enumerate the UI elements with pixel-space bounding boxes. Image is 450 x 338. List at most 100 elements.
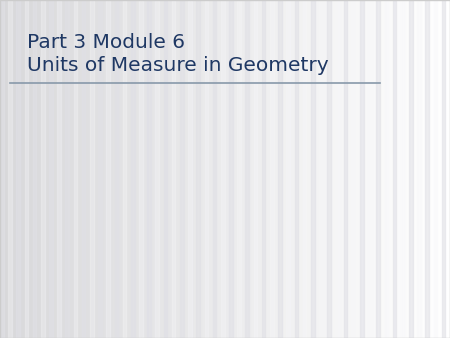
Bar <box>409 0 413 338</box>
Bar <box>248 0 252 338</box>
Bar <box>99 0 104 338</box>
Bar <box>385 0 388 338</box>
Bar <box>333 0 338 338</box>
Bar <box>360 0 364 338</box>
Bar <box>229 0 233 338</box>
Bar <box>320 0 324 338</box>
Bar <box>238 0 243 338</box>
Bar <box>36 0 40 338</box>
Bar <box>338 0 342 338</box>
Bar <box>303 0 306 338</box>
Bar <box>130 0 135 338</box>
Bar <box>68 0 72 338</box>
Bar <box>302 0 306 338</box>
Text: Part 3 Module 6: Part 3 Module 6 <box>27 33 185 52</box>
Bar <box>335 0 339 338</box>
Bar <box>148 0 153 338</box>
Bar <box>176 0 180 338</box>
Bar <box>414 0 418 338</box>
Bar <box>65 0 69 338</box>
Bar <box>245 0 249 338</box>
Bar <box>212 0 216 338</box>
Bar <box>319 0 323 338</box>
Bar <box>284 0 288 338</box>
Bar <box>122 0 126 338</box>
Bar <box>369 0 374 338</box>
Bar <box>425 0 429 338</box>
Bar <box>207 0 211 338</box>
Bar <box>0 0 4 338</box>
Bar <box>205 0 208 338</box>
Bar <box>123 0 126 338</box>
Bar <box>16 0 20 338</box>
Bar <box>90 0 94 338</box>
Bar <box>292 0 297 338</box>
Bar <box>180 0 184 338</box>
Bar <box>442 0 446 338</box>
Bar <box>237 0 241 338</box>
Bar <box>162 0 166 338</box>
Bar <box>108 0 112 338</box>
Bar <box>50 0 54 338</box>
Bar <box>58 0 63 338</box>
Bar <box>274 0 279 338</box>
Bar <box>396 0 400 338</box>
Bar <box>270 0 274 338</box>
Bar <box>306 0 310 338</box>
Bar <box>405 0 410 338</box>
Bar <box>153 0 157 338</box>
Bar <box>243 0 248 338</box>
Bar <box>196 0 200 338</box>
Bar <box>393 0 396 338</box>
Bar <box>392 0 396 338</box>
Bar <box>297 0 302 338</box>
Bar <box>378 0 382 338</box>
Bar <box>434 0 437 338</box>
Bar <box>49 0 53 338</box>
Bar <box>4 0 9 338</box>
Bar <box>387 0 392 338</box>
Bar <box>441 0 446 338</box>
Bar <box>286 0 290 338</box>
Bar <box>106 0 110 338</box>
Bar <box>158 0 162 338</box>
Bar <box>216 0 220 338</box>
Bar <box>261 0 266 338</box>
Bar <box>18 0 22 338</box>
Bar <box>166 0 171 338</box>
Bar <box>360 0 364 338</box>
Bar <box>45 0 50 338</box>
Bar <box>40 0 45 338</box>
Bar <box>54 0 58 338</box>
Bar <box>98 0 102 338</box>
Bar <box>400 0 405 338</box>
Bar <box>295 0 298 338</box>
Bar <box>351 0 356 338</box>
Bar <box>221 0 225 338</box>
Bar <box>171 0 176 338</box>
Bar <box>213 0 216 338</box>
Bar <box>252 0 256 338</box>
Bar <box>33 0 36 338</box>
Bar <box>112 0 117 338</box>
Bar <box>76 0 81 338</box>
Bar <box>368 0 372 338</box>
Bar <box>418 0 423 338</box>
Bar <box>72 0 76 338</box>
Bar <box>194 0 198 338</box>
Bar <box>32 0 36 338</box>
Bar <box>155 0 159 338</box>
Bar <box>356 0 360 338</box>
Bar <box>57 0 61 338</box>
Bar <box>82 0 86 338</box>
Bar <box>180 0 184 338</box>
Text: Units of Measure in Geometry: Units of Measure in Geometry <box>27 56 328 75</box>
Bar <box>140 0 144 338</box>
Bar <box>310 0 315 338</box>
Bar <box>278 0 282 338</box>
Bar <box>14 0 18 338</box>
Bar <box>230 0 234 338</box>
Bar <box>22 0 27 338</box>
Bar <box>220 0 225 338</box>
Bar <box>63 0 68 338</box>
